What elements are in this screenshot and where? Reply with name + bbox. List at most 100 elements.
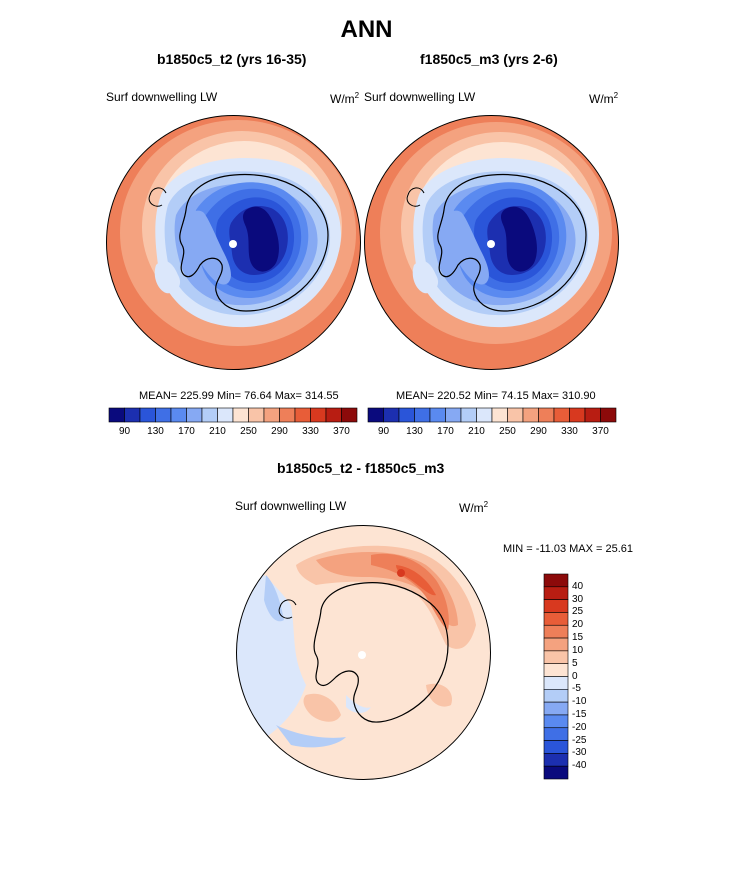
colorbar-swatch: [543, 624, 569, 639]
colorbar-swatch: [124, 407, 141, 423]
south-pole-marker: [358, 651, 366, 659]
colorbar-swatch: [263, 407, 280, 423]
colorbar-swatch: [584, 407, 601, 423]
panel-1-stats: MEAN= 225.99 Min= 76.64 Max= 314.55: [139, 390, 339, 402]
colorbar-panel-3-ticks: 40 30 25 20 15 10 5 0 -5 -10 -15 -20 -25 -30 -40: [572, 574, 602, 779]
map-panel-2: [364, 115, 619, 370]
colorbar-panel-1-ticks: 90 130 170 210 250 290 330 370: [109, 426, 357, 440]
colorbar-swatch: [341, 407, 358, 423]
panel-2-variable-label: Surf downwelling LW: [364, 90, 476, 104]
colorbar-tick-label: 20: [572, 619, 584, 631]
colorbar-swatch: [553, 407, 570, 423]
colorbar-swatch: [600, 407, 617, 423]
colorbar-tick-label: 170: [178, 426, 195, 437]
colorbar-tick-label: 370: [592, 426, 609, 437]
colorbar-swatch: [310, 407, 327, 423]
colorbar-tick-label: -30: [572, 747, 587, 759]
map-panel-3: [236, 525, 491, 780]
colorbar-swatch: [543, 599, 569, 613]
colorbar-swatch: [445, 407, 462, 423]
colorbar-swatch: [279, 407, 296, 423]
panel-1-units: W/m2: [330, 91, 360, 106]
colorbar-swatch: [543, 740, 569, 754]
colorbar-swatch: [543, 650, 569, 664]
south-pole-marker: [487, 240, 495, 248]
colorbar-swatch: [201, 407, 218, 423]
colorbar-panel-3: [543, 573, 569, 780]
colorbar-swatch: [543, 586, 569, 600]
panel-2-units: W/m2: [589, 91, 619, 106]
colorbar-swatch: [543, 663, 569, 677]
colorbar-tick-label: 15: [572, 632, 584, 644]
colorbar-tick-label: 210: [468, 426, 485, 437]
colorbar-panel-1: [108, 407, 358, 423]
colorbar-swatch: [543, 701, 569, 716]
colorbar-swatch: [139, 407, 156, 423]
colorbar-swatch: [538, 407, 555, 423]
colorbar-swatch: [543, 637, 569, 652]
colorbar-tick-label: -10: [572, 696, 587, 708]
colorbar-tick-label: 130: [406, 426, 423, 437]
colorbar-tick-label: 330: [561, 426, 578, 437]
colorbar-swatch: [491, 407, 508, 423]
colorbar-swatch: [325, 407, 342, 423]
colorbar-tick-label: -25: [572, 734, 587, 746]
colorbar-swatch: [383, 407, 400, 423]
panel-1-title: b1850c5_t2 (yrs 16-35): [157, 51, 307, 67]
panel-3-variable-label: Surf downwelling LW: [235, 499, 347, 513]
colorbar-swatch: [367, 407, 384, 423]
map-panel-1: [106, 115, 361, 370]
colorbar-swatch: [543, 765, 569, 780]
colorbar-tick-label: 0: [572, 670, 578, 682]
colorbar-tick-label: 40: [572, 580, 584, 592]
panel-3-units: W/m2: [459, 500, 489, 515]
colorbar-tick-label: 370: [333, 426, 350, 437]
colorbar-swatch: [543, 689, 569, 703]
colorbar-tick-label: 30: [572, 593, 584, 605]
colorbar-tick-label: -20: [572, 721, 587, 733]
colorbar-panel-2: [367, 407, 617, 423]
colorbar-tick-label: 290: [271, 426, 288, 437]
colorbar-swatch: [543, 612, 569, 626]
colorbar-swatch: [414, 407, 431, 423]
colorbar-swatch: [155, 407, 172, 423]
colorbar-tick-label: 330: [302, 426, 319, 437]
colorbar-tick-label: 250: [240, 426, 257, 437]
colorbar-swatch: [170, 407, 187, 423]
colorbar-tick-label: -5: [572, 683, 581, 695]
colorbar-swatch: [522, 407, 539, 423]
colorbar-swatch: [248, 407, 265, 423]
colorbar-swatch: [543, 714, 569, 729]
colorbar-panel-2-ticks: 90 130 170 210 250 290 330 370: [368, 426, 616, 440]
panel-2-title: f1850c5_m3 (yrs 2-6): [420, 51, 558, 67]
colorbar-tick-label: 210: [209, 426, 226, 437]
colorbar-swatch: [543, 676, 569, 690]
colorbar-tick-label: 130: [147, 426, 164, 437]
panel-3-title: b1850c5_t2 - f1850c5_m3: [277, 460, 445, 476]
colorbar-tick-label: 90: [118, 426, 131, 437]
colorbar-swatch: [294, 407, 311, 423]
colorbar-swatch: [398, 407, 415, 423]
colorbar-swatch: [476, 407, 493, 423]
colorbar-swatch: [460, 407, 477, 423]
panel-2-stats: MEAN= 220.52 Min= 74.15 Max= 310.90: [396, 390, 596, 402]
colorbar-swatch: [543, 753, 569, 767]
colorbar-swatch: [543, 727, 569, 741]
page-title: ANN: [340, 16, 393, 43]
colorbar-swatch: [186, 407, 203, 423]
colorbar-swatch: [232, 407, 249, 423]
colorbar-swatch: [569, 407, 586, 423]
colorbar-tick-label: -40: [572, 760, 587, 772]
colorbar-tick-label: 90: [377, 426, 390, 437]
colorbar-swatch: [108, 407, 125, 423]
colorbar-tick-label: 170: [437, 426, 454, 437]
panel-3-minmax: MIN = -11.03 MAX = 25.61: [503, 543, 634, 555]
colorbar-tick-label: 5: [572, 657, 578, 669]
south-pole-marker: [229, 240, 237, 248]
colorbar-tick-label: 25: [572, 606, 584, 618]
colorbar-tick-label: 250: [499, 426, 516, 437]
colorbar-swatch: [507, 407, 524, 423]
colorbar-swatch: [429, 407, 446, 423]
colorbar-tick-label: -15: [572, 708, 587, 720]
colorbar-tick-label: 10: [572, 644, 584, 656]
